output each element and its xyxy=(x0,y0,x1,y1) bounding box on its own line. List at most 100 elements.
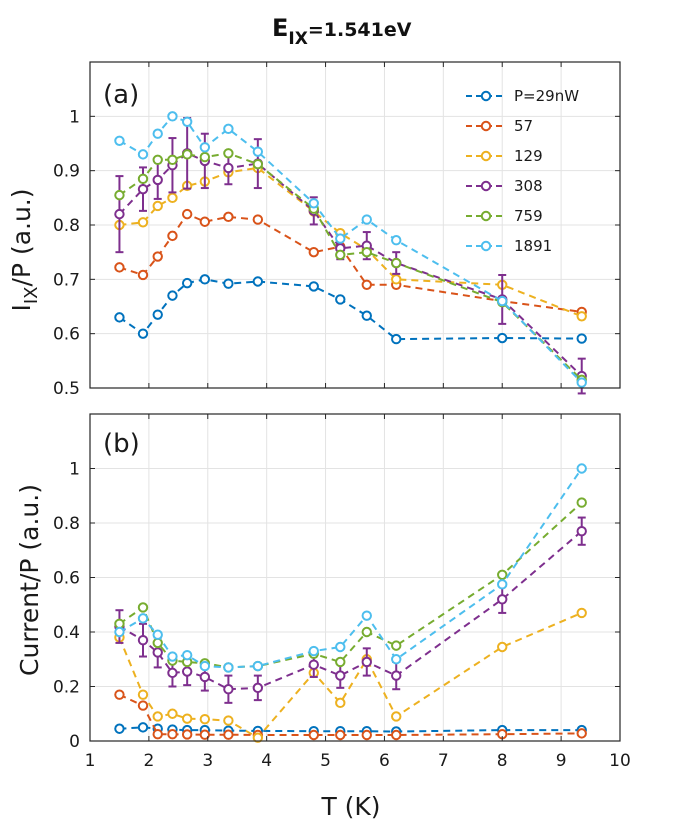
panel-a-y-axis-label: IIX/P (a.u.) xyxy=(7,188,42,311)
data-point xyxy=(152,711,163,722)
data-point xyxy=(152,174,163,186)
data-point xyxy=(252,146,264,157)
legend-item: 759 xyxy=(466,207,543,225)
data-point xyxy=(223,662,234,673)
series-line xyxy=(118,115,583,384)
series-s57 xyxy=(114,689,587,741)
legend-item: 57 xyxy=(466,117,533,135)
series-s308 xyxy=(114,516,587,704)
data-point xyxy=(181,208,193,220)
legend-label: 308 xyxy=(514,177,543,195)
data-point xyxy=(167,728,178,740)
ylabel-a-sub: IX xyxy=(21,287,42,305)
x-tick-label: 8 xyxy=(497,751,508,771)
data-point xyxy=(308,659,319,670)
data-point xyxy=(137,689,149,700)
data-point xyxy=(167,667,178,679)
x-tick-label: 2 xyxy=(143,751,154,771)
data-point xyxy=(335,294,346,305)
data-point xyxy=(167,111,178,122)
data-point xyxy=(223,729,234,740)
y-tick-label: 0.8 xyxy=(53,514,80,534)
data-point xyxy=(252,214,264,225)
legend-swatch-marker xyxy=(480,150,492,162)
data-point xyxy=(199,660,211,672)
legend-item: 129 xyxy=(466,147,543,165)
data-point xyxy=(114,618,125,630)
legend: P=29nW 57 129 308 759 1891 xyxy=(466,87,579,255)
data-point xyxy=(137,700,149,711)
data-point xyxy=(335,233,346,244)
panel-a: 0.5 0.6 0.7 0.8 0.9 1 (a) P=29nW 57 129 308 759 1891 xyxy=(53,61,621,399)
data-point xyxy=(223,148,234,159)
data-point xyxy=(576,377,587,388)
y-tick-label: 0.8 xyxy=(53,216,80,236)
legend-item: P=29nW xyxy=(466,87,579,105)
title-main: E xyxy=(272,14,288,42)
x-tick-label: 5 xyxy=(320,751,331,771)
data-point xyxy=(576,497,587,508)
data-point xyxy=(199,671,211,683)
data-point xyxy=(361,729,372,741)
data-point xyxy=(181,277,193,289)
data-point xyxy=(137,634,149,646)
data-point xyxy=(361,279,372,290)
data-point xyxy=(152,309,163,320)
data-point xyxy=(391,333,402,345)
panel-b-y-axis-label: Current/P (a.u.) xyxy=(15,484,44,676)
data-point xyxy=(181,713,193,724)
data-point xyxy=(308,246,319,258)
y-tick-label: 1 xyxy=(69,107,80,127)
data-point xyxy=(252,660,264,672)
data-point xyxy=(391,729,402,741)
x-tick-label: 10 xyxy=(609,751,631,771)
data-point xyxy=(391,654,402,665)
data-point xyxy=(361,246,372,258)
data-point xyxy=(576,728,587,739)
svg-text:Current/P (a.u.): Current/P (a.u.) xyxy=(15,484,44,676)
y-tick-label: 0.4 xyxy=(53,623,80,643)
data-point xyxy=(497,641,508,653)
data-point xyxy=(391,670,402,681)
data-point xyxy=(335,697,346,709)
y-tick-label: 0.6 xyxy=(53,325,80,345)
data-point xyxy=(199,216,211,227)
data-point xyxy=(137,217,149,228)
data-point xyxy=(497,594,508,605)
x-tick-label: 3 xyxy=(202,751,213,771)
data-point xyxy=(152,251,163,262)
data-point xyxy=(223,123,234,135)
series-s759 xyxy=(114,148,587,386)
legend-label: 57 xyxy=(514,117,533,135)
data-point xyxy=(361,626,372,638)
y-tick-label: 0.9 xyxy=(53,162,80,182)
y-tick-label: 0 xyxy=(69,732,80,752)
data-point xyxy=(167,290,178,301)
data-point xyxy=(335,249,346,261)
legend-swatch-marker xyxy=(480,180,492,192)
data-point xyxy=(252,682,264,694)
data-point xyxy=(391,274,402,285)
x-tick-label: 7 xyxy=(438,751,449,771)
data-point xyxy=(223,211,234,223)
series-s29 xyxy=(114,274,587,345)
series-line xyxy=(118,152,583,377)
panel-label: (b) xyxy=(103,429,140,459)
x-tick-label: 9 xyxy=(556,751,567,771)
data-point xyxy=(576,607,587,619)
data-point xyxy=(308,645,319,657)
data-point xyxy=(199,714,211,725)
data-point xyxy=(114,626,125,638)
data-point xyxy=(114,262,125,273)
ylabel-a-main: I xyxy=(7,304,36,311)
data-point xyxy=(576,333,587,344)
legend-label: P=29nW xyxy=(514,87,579,105)
data-point xyxy=(252,276,264,287)
data-point xyxy=(497,579,508,590)
data-point xyxy=(199,142,211,153)
data-point xyxy=(223,278,234,289)
data-point xyxy=(576,525,587,537)
y-tick-label: 0.6 xyxy=(53,569,80,589)
series-s1891 xyxy=(114,463,587,673)
